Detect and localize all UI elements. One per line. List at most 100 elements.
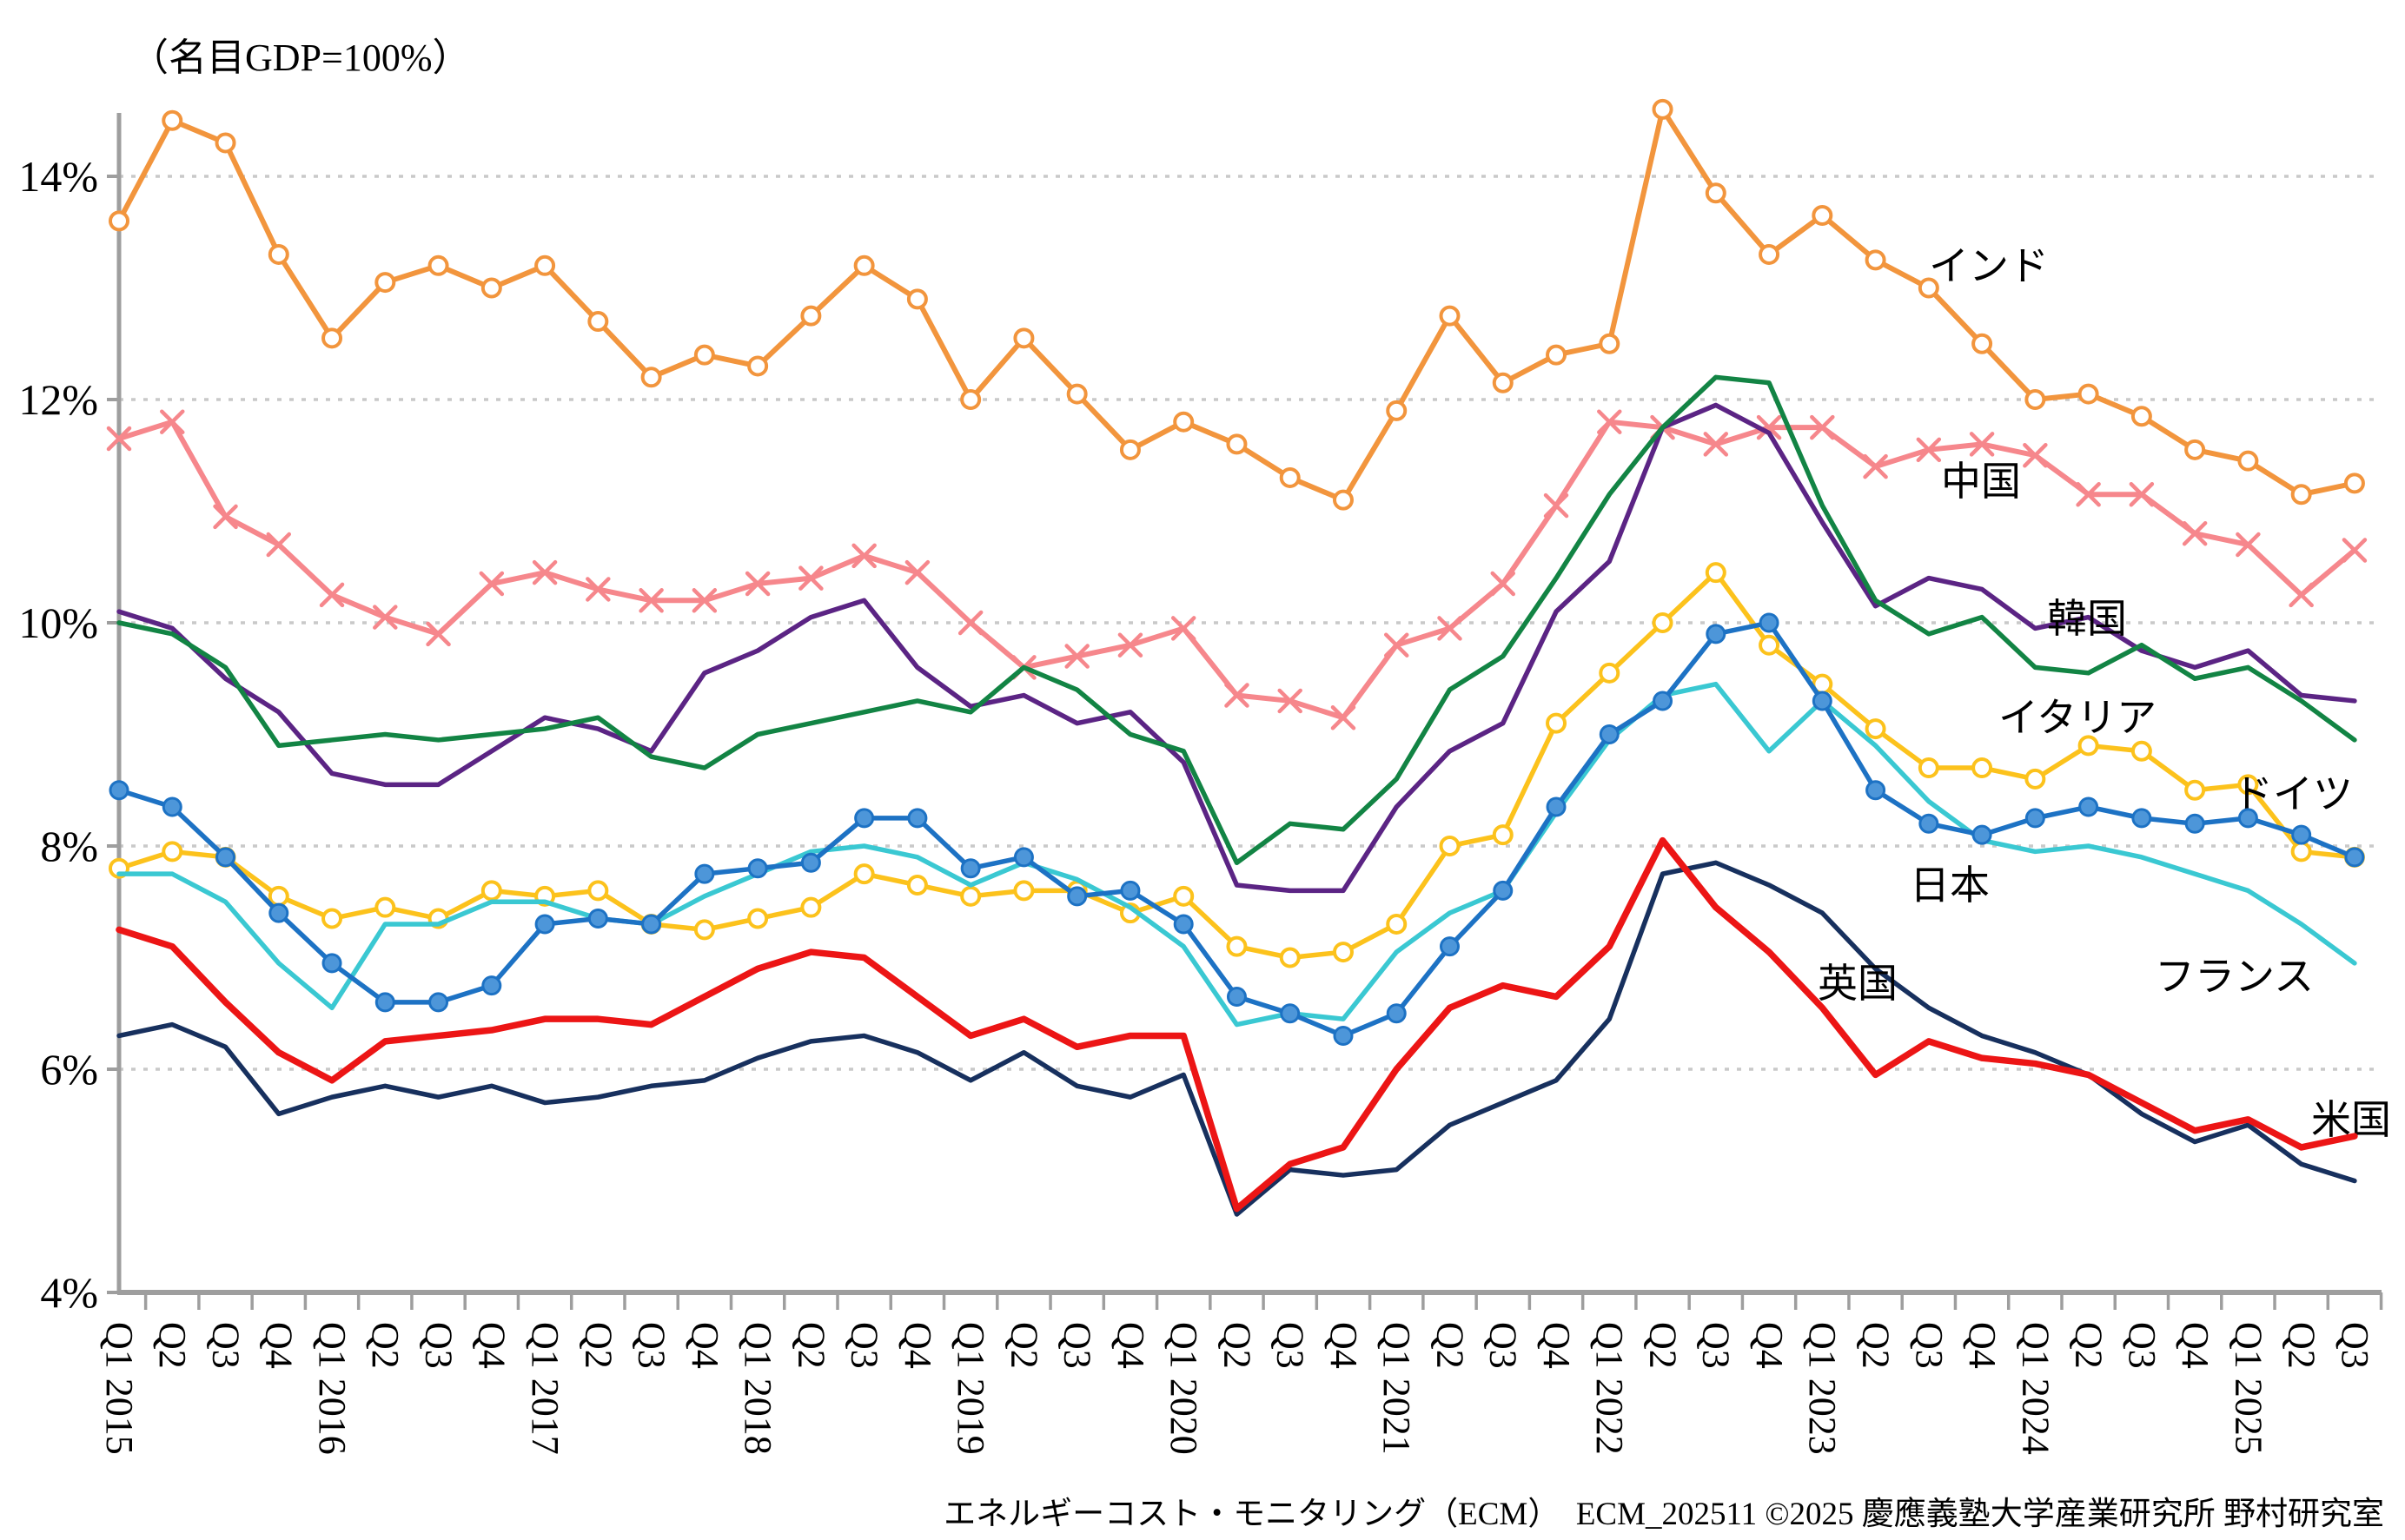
country-label-china: 中国	[1941, 459, 2021, 504]
series-marker-germany	[2077, 735, 2099, 757]
series-marker-india	[1971, 333, 1993, 354]
y-axis-label-12pct: 12%	[18, 375, 98, 424]
x-axis-label: Q4	[1961, 1322, 2004, 1369]
series-marker-india	[1705, 182, 1726, 204]
x-axis-label: Q3	[631, 1322, 673, 1369]
series-marker-germany	[587, 880, 609, 902]
x-axis-label: Q3	[1695, 1322, 1738, 1369]
series-marker-china	[1064, 644, 1090, 669]
country-label-korea: 韓国	[2047, 597, 2127, 641]
series-marker-germany	[374, 896, 396, 918]
series-marker-india	[587, 311, 609, 333]
series-marker-india	[1013, 327, 1035, 349]
series-marker-japan	[854, 808, 875, 829]
x-axis-label: Q3	[2121, 1322, 2163, 1369]
series-marker-china	[2236, 532, 2261, 558]
series-marker-india	[1759, 243, 1780, 265]
series-marker-india	[427, 254, 449, 276]
series-marker-germany	[2024, 768, 2046, 790]
series-marker-germany	[747, 908, 769, 929]
series-marker-china	[1969, 432, 1995, 457]
series-marker-japan	[162, 796, 182, 817]
series-marker-china	[1330, 704, 1356, 730]
series-marker-japan	[1013, 847, 1034, 868]
x-axis-label: Q3	[844, 1322, 886, 1369]
series-marker-japan	[747, 858, 768, 879]
x-axis-label: Q3	[2334, 1322, 2376, 1369]
series-marker-japan	[1546, 796, 1567, 817]
series-marker-germany	[321, 908, 343, 929]
x-axis-label: Q2	[151, 1322, 194, 1369]
series-marker-japan	[1280, 1003, 1301, 1024]
series-marker-india	[747, 355, 769, 377]
x-axis: Q1 2015 Q2 Q3 Q4 Q1 2016 Q2 Q3 Q4 Q1 2017 Q2 Q3 Q4 Q…	[98, 1292, 2383, 1455]
series-marker-india	[1439, 305, 1461, 327]
series-marker-japan	[109, 780, 129, 801]
series-marker-germany	[853, 863, 875, 885]
y-axis: 14% 12% 10% 8% 6% 4%	[18, 152, 2382, 1317]
series-marker-japan	[2344, 847, 2365, 868]
series-marker-india	[1492, 372, 1514, 393]
series-marker-india	[1652, 98, 1673, 120]
x-axis-label: Q1 2025	[2227, 1322, 2269, 1455]
series-italy: イタリア	[116, 374, 2357, 866]
series-marker-india	[906, 288, 928, 310]
series-marker-japan	[1865, 780, 1886, 801]
series-marker-china	[957, 610, 984, 636]
series-marker-germany	[1918, 757, 1939, 779]
series-line-japan	[116, 620, 2357, 1039]
x-axis-label: Q3	[204, 1322, 247, 1369]
series-marker-japan	[1599, 724, 1620, 744]
series-marker-germany	[1492, 824, 1514, 846]
series-marker-germany	[2130, 740, 2152, 762]
series-marker-india	[2130, 406, 2152, 427]
series-marker-japan	[215, 847, 236, 868]
series-uk: 英国	[116, 836, 2358, 1213]
x-axis-label: Q2	[364, 1322, 407, 1369]
series-marker-china	[851, 543, 877, 569]
series-marker-germany	[1652, 612, 1673, 633]
x-axis-label: Q4	[1110, 1322, 1152, 1369]
series-marker-germany	[2184, 779, 2206, 801]
footer-credit: エネルギーコスト・モニタリング（ECM） ECM_202511 ©2025 慶應…	[944, 1497, 2384, 1532]
series-marker-india	[1918, 277, 1939, 299]
x-axis-label: Q1 2021	[1375, 1322, 1418, 1455]
x-axis-label: Q4	[258, 1322, 301, 1369]
series-marker-japan	[1067, 886, 1088, 907]
x-axis-label: Q1 2017	[524, 1322, 566, 1455]
x-axis-label: Q4	[897, 1322, 939, 1369]
country-label-japan: 日本	[1910, 863, 1990, 908]
series-marker-china	[319, 582, 345, 608]
series-marker-japan	[1759, 612, 1779, 633]
series-marker-japan	[2024, 808, 2045, 829]
series-marker-india	[2077, 383, 2099, 405]
series-marker-china	[532, 559, 558, 585]
series-marker-india	[1119, 439, 1141, 460]
series-marker-india	[1173, 411, 1195, 433]
x-axis-label: Q2	[2281, 1322, 2323, 1369]
x-axis-label: Q4	[2174, 1322, 2216, 1369]
series-marker-germany	[1759, 634, 1780, 656]
x-axis-label: Q3	[1908, 1322, 1951, 1369]
series-marker-china	[479, 571, 505, 597]
series-marker-china	[745, 571, 771, 597]
series-line-germany	[116, 570, 2357, 961]
series-marker-china	[106, 426, 132, 452]
y-axis-label-8pct: 8%	[40, 822, 98, 870]
series-marker-india	[321, 327, 343, 349]
country-label-uk: 英国	[1818, 962, 1898, 1006]
x-axis-label: Q3	[1057, 1322, 1099, 1369]
series-marker-germany	[2237, 774, 2259, 796]
country-label-germany: ドイツ	[2233, 772, 2353, 816]
x-axis-label: Q4	[471, 1322, 513, 1369]
series-marker-germany	[1226, 935, 1248, 957]
series-marker-germany	[1173, 885, 1195, 907]
x-axis-label: Q2	[1855, 1322, 1898, 1369]
series-marker-japan	[1706, 624, 1726, 644]
x-axis-label: Q2	[1216, 1322, 1258, 1369]
series-marker-china	[1916, 437, 1942, 463]
series-marker-china	[1224, 683, 1249, 708]
series-marker-india	[1226, 433, 1248, 455]
x-axis-label: Q1 2022	[1588, 1322, 1631, 1455]
series-marker-china	[426, 621, 451, 647]
